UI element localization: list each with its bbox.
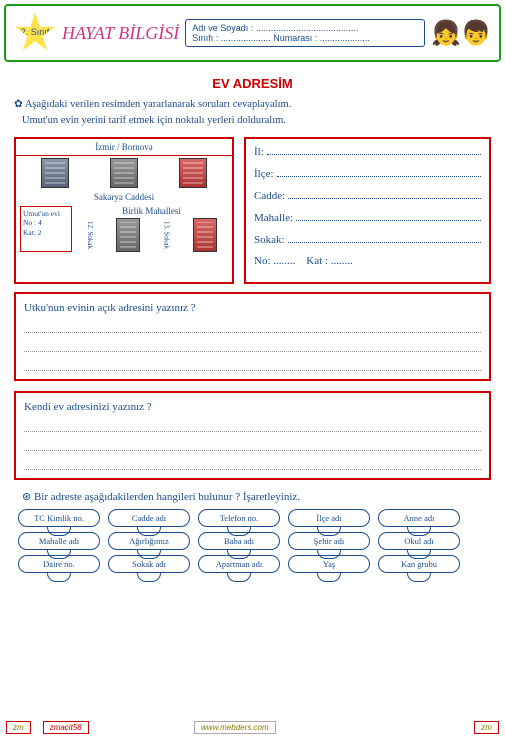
kids-icon: 👧👦 [431, 19, 491, 48]
question-3: ⊛ Bir adreste aşağıdakilerden hangileri … [22, 490, 491, 503]
header: 2. Sınıf HAYAT BİLGİSİ Adı ve Soyadı : .… [4, 4, 501, 62]
tag-option[interactable]: Cadde adı [108, 509, 190, 527]
address-fields: İl:İlçe:Cadde:Mahalle:Sokak: No: .......… [244, 137, 491, 284]
student-info: Adı ve Soyadı : ........................… [185, 19, 425, 47]
tag-option[interactable]: TC Kimlik no. [18, 509, 100, 527]
tag-option[interactable]: Sokak adı [108, 555, 190, 573]
tag-option[interactable]: Anne adı [378, 509, 460, 527]
tag-option[interactable]: Daire no. [18, 555, 100, 573]
instructions: ✿ Aşağıdaki verilen resimden yararlanara… [14, 97, 491, 129]
tag-option[interactable]: Şehir adı [288, 532, 370, 550]
subject-title: HAYAT BİLGİSİ [62, 23, 179, 44]
tag-option[interactable]: Ağırlığımız [108, 532, 190, 550]
tag-option[interactable]: Kan grubu [378, 555, 460, 573]
footer: zm zmacit58 www.mebders.com zm [0, 721, 505, 734]
tag-option[interactable]: İlçe adı [288, 509, 370, 527]
map-diagram: İzmir / Bornova Sakarya Caddesi Umut'un … [14, 137, 234, 284]
tag-options: TC Kimlik no. Cadde adı Telefon no. İlçe ad… [14, 509, 491, 573]
grade-star: 2. Sınıf [14, 12, 56, 54]
tag-option[interactable]: Baba adı [198, 532, 280, 550]
question-2: Kendi ev adresinizi yazınız ? [14, 391, 491, 480]
tag-option[interactable]: Apartman adı [198, 555, 280, 573]
tag-option[interactable]: Yaş [288, 555, 370, 573]
tag-option[interactable]: Okul adı [378, 532, 460, 550]
question-1: Utku'nun evinin açık adresini yazınız ? [14, 292, 491, 381]
tag-option[interactable]: Mahalle adı [18, 532, 100, 550]
umut-house: Umut'un evi No : 4 Kat: 2 [20, 206, 72, 252]
tag-option[interactable]: Telefon no. [198, 509, 280, 527]
page-title: EV ADRESİM [14, 76, 491, 91]
